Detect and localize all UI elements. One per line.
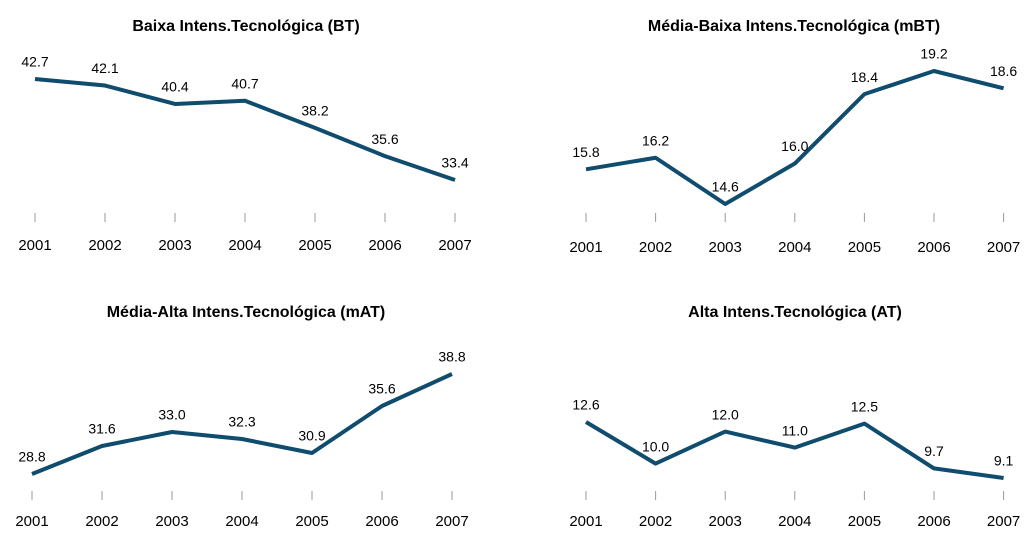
data-label: 15.8 (572, 144, 599, 160)
x-tick-label: 2004 (778, 513, 811, 530)
x-tick-label: 2003 (158, 237, 191, 254)
x-tick-label: 2002 (85, 513, 118, 530)
data-label: 28.8 (18, 449, 45, 465)
x-tick-label: 2007 (987, 513, 1020, 530)
data-label: 42.7 (21, 54, 48, 70)
x-tick-label: 2006 (365, 513, 398, 530)
data-label: 16.0 (781, 138, 808, 154)
x-tick-label: 2007 (435, 513, 468, 530)
data-label: 12.0 (712, 406, 739, 422)
x-tick-label: 2001 (18, 237, 51, 254)
line-series (34, 77, 456, 182)
data-label: 35.6 (371, 131, 398, 147)
data-label: 9.7 (924, 443, 944, 459)
data-label: 30.9 (298, 428, 325, 444)
line-series (31, 372, 453, 476)
x-tick-label: 2005 (848, 513, 881, 530)
data-label: 35.6 (368, 381, 395, 397)
data-label: 38.2 (301, 103, 328, 119)
data-label: 40.4 (161, 79, 188, 95)
line-series (584, 420, 1004, 480)
data-label: 19.2 (920, 46, 947, 62)
chart-title: Média-Alta Intens.Tecnológica (mAT) (107, 304, 386, 321)
x-tick-label: 2001 (569, 239, 602, 256)
data-label: 12.5 (851, 398, 878, 414)
x-tick-label: 2003 (709, 513, 742, 530)
x-tick-label: 2005 (848, 239, 881, 256)
x-tick-label: 2007 (438, 237, 471, 254)
data-label: 32.3 (228, 414, 255, 430)
data-label: 40.7 (231, 75, 258, 91)
chart-title: Média-Baixa Intens.Tecnológica (mBT) (648, 18, 940, 35)
data-label: 31.6 (88, 421, 115, 437)
data-label: 14.6 (712, 179, 739, 195)
data-label: 10.0 (642, 438, 669, 454)
x-tick-label: 2004 (225, 513, 258, 530)
data-label: 33.0 (158, 407, 185, 423)
chart-title: Alta Intens.Tecnológica (AT) (688, 304, 902, 321)
line-series (585, 69, 1005, 206)
data-label: 18.4 (851, 69, 878, 85)
chart-title: Baixa Intens.Tecnológica (BT) (132, 18, 359, 35)
x-tick-label: 2002 (639, 239, 672, 256)
x-tick-label: 2003 (709, 239, 742, 256)
data-label: 16.2 (642, 132, 669, 148)
data-label: 12.6 (572, 397, 599, 413)
x-tick-label: 2002 (639, 513, 672, 530)
x-tick-label: 2005 (298, 237, 331, 254)
x-tick-label: 2007 (987, 239, 1020, 256)
x-tick-label: 2006 (917, 239, 950, 256)
x-tick-label: 2006 (368, 237, 401, 254)
x-tick-label: 2001 (15, 513, 48, 530)
data-label: 11.0 (782, 422, 808, 438)
x-tick-label: 2003 (155, 513, 188, 530)
x-tick-label: 2001 (569, 513, 602, 530)
x-tick-label: 2002 (88, 237, 121, 254)
x-tick-label: 2004 (778, 239, 811, 256)
x-tick-label: 2004 (228, 237, 261, 254)
data-label: 9.1 (994, 453, 1014, 469)
data-label: 33.4 (441, 155, 468, 171)
x-tick-label: 2005 (295, 513, 328, 530)
data-label: 42.1 (91, 60, 118, 76)
data-label: 18.6 (990, 63, 1017, 79)
x-tick-label: 2006 (917, 513, 950, 530)
data-label: 38.8 (438, 349, 465, 365)
